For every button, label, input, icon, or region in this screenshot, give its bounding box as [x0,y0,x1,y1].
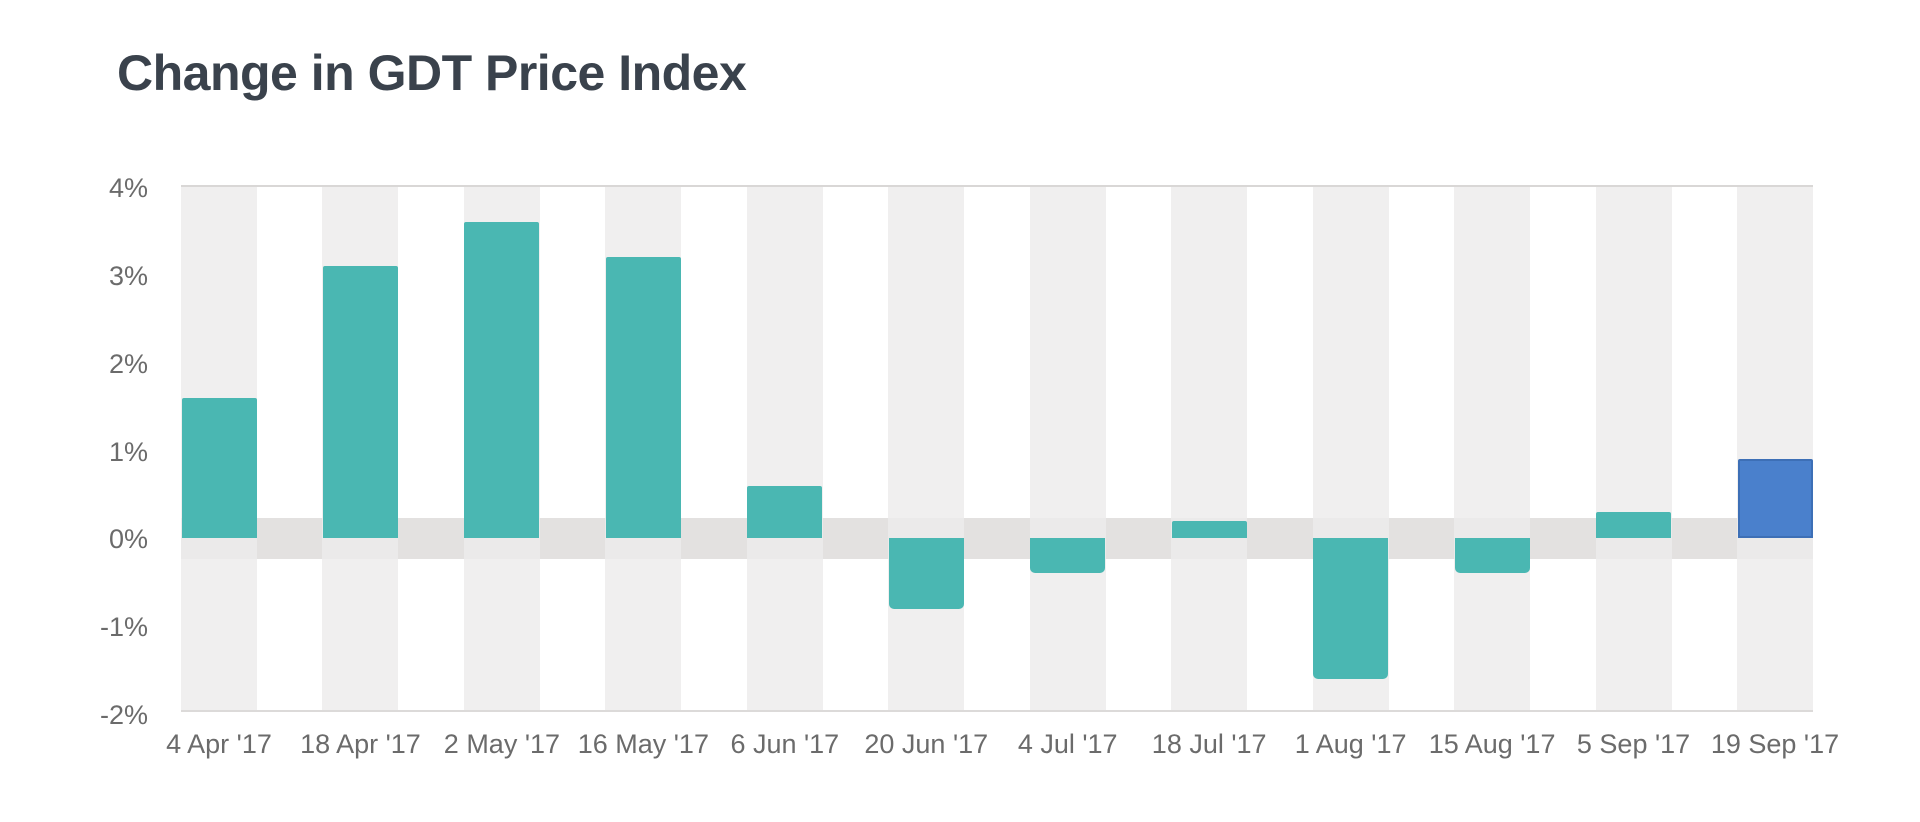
bar-18-apr-17[interactable] [322,266,398,539]
chart-title: Change in GDT Price Index [117,45,747,101]
x-tick-label: 18 Apr '17 [300,729,421,759]
category-stripe [1029,187,1106,710]
y-tick-label: 2% [108,348,148,379]
bar-4-jul-17[interactable] [1030,538,1106,574]
zero-band [181,517,1813,559]
bar-15-aug-17[interactable] [1454,538,1530,574]
category-stripe [1171,187,1248,710]
x-tick-label: 16 May '17 [577,729,709,759]
y-tick-label: 0% [108,524,148,555]
x-tick-label: 19 Sep '17 [1710,729,1840,759]
category-stripe [888,187,965,710]
bar-20-jun-17[interactable] [888,538,964,609]
x-tick-label: 1 Aug '17 [1294,729,1407,759]
plot-area [181,185,1813,712]
bar-6-jun-17[interactable] [747,485,823,539]
bar-5-sep-17[interactable] [1596,511,1672,539]
bar-4-apr-17[interactable] [181,397,257,539]
x-tick-label: 4 Jul '17 [1017,729,1118,759]
y-tick-label: 1% [108,436,148,467]
bar-18-jul-17[interactable] [1171,520,1247,539]
y-tick-label: -2% [99,700,148,730]
x-tick-label: 6 Jun '17 [730,729,840,759]
x-tick-label: 4 Apr '17 [166,729,272,759]
bar-2-may-17[interactable] [464,222,540,539]
y-tick-label: 3% [108,260,148,291]
bar-1-aug-17[interactable] [1313,538,1389,679]
bar-19-sep-17[interactable] [1737,459,1813,539]
category-stripe [1595,187,1672,710]
x-tick-label: 2 May '17 [443,729,561,759]
x-tick-label: 18 Jul '17 [1151,729,1267,759]
category-stripe [1737,187,1813,710]
x-tick-label: 20 Jun '17 [864,729,989,759]
y-tick-label: 4% [108,173,148,203]
x-tick-label: 15 Aug '17 [1428,729,1556,759]
x-tick-label: 5 Sep '17 [1576,729,1691,759]
bar-16-may-17[interactable] [605,257,681,539]
category-stripe [1454,187,1531,710]
category-stripe [746,187,823,710]
y-tick-label: -1% [99,612,148,643]
